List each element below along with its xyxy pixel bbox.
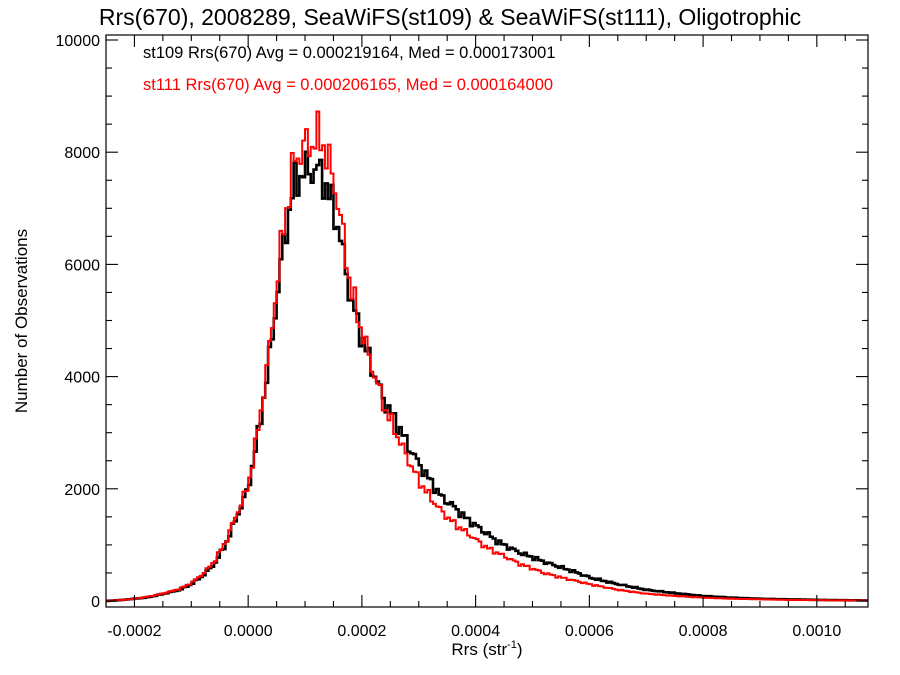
x-axis-label: Rrs (str-1) bbox=[451, 639, 522, 659]
x-tick-label: 0.0008 bbox=[679, 623, 728, 640]
histogram-series-1 bbox=[106, 110, 868, 602]
y-tick-label: 6000 bbox=[64, 257, 100, 274]
chart-title: Rrs(670), 2008289, SeaWiFS(st109) & SeaW… bbox=[98, 4, 802, 30]
legend-entry-st109: st109 Rrs(670) Avg = 0.000219164, Med = … bbox=[143, 44, 556, 62]
y-tick-label: 4000 bbox=[64, 370, 100, 387]
histogram-series-0 bbox=[106, 150, 868, 603]
x-tick-label: 0.0002 bbox=[337, 623, 386, 640]
x-tick-label: 0.0006 bbox=[565, 623, 614, 640]
legend-entry-st111: st111 Rrs(670) Avg = 0.000206165, Med = … bbox=[143, 76, 554, 94]
x-tick-label: -0.0002 bbox=[107, 623, 161, 640]
y-tick-label: 10000 bbox=[56, 33, 101, 50]
y-tick-label: 8000 bbox=[64, 145, 100, 162]
x-tick-label: 0.0000 bbox=[224, 623, 273, 640]
x-tick-label: 0.0004 bbox=[451, 623, 500, 640]
plot-frame bbox=[105, 34, 869, 608]
x-tick-label: 0.0010 bbox=[792, 623, 841, 640]
x-axis-label-end: ) bbox=[517, 640, 523, 659]
y-tick-label: 0 bbox=[91, 594, 100, 611]
y-axis-label: Number of Observations bbox=[12, 229, 31, 413]
x-axis-label-superscript: -1 bbox=[507, 639, 517, 651]
y-tick-label: 2000 bbox=[64, 482, 100, 499]
axis-ticks: -0.0002 0.0000 0.0002 0.0004 0.0006 0.0008 0.0… bbox=[56, 33, 868, 640]
histogram-lines bbox=[106, 110, 868, 603]
